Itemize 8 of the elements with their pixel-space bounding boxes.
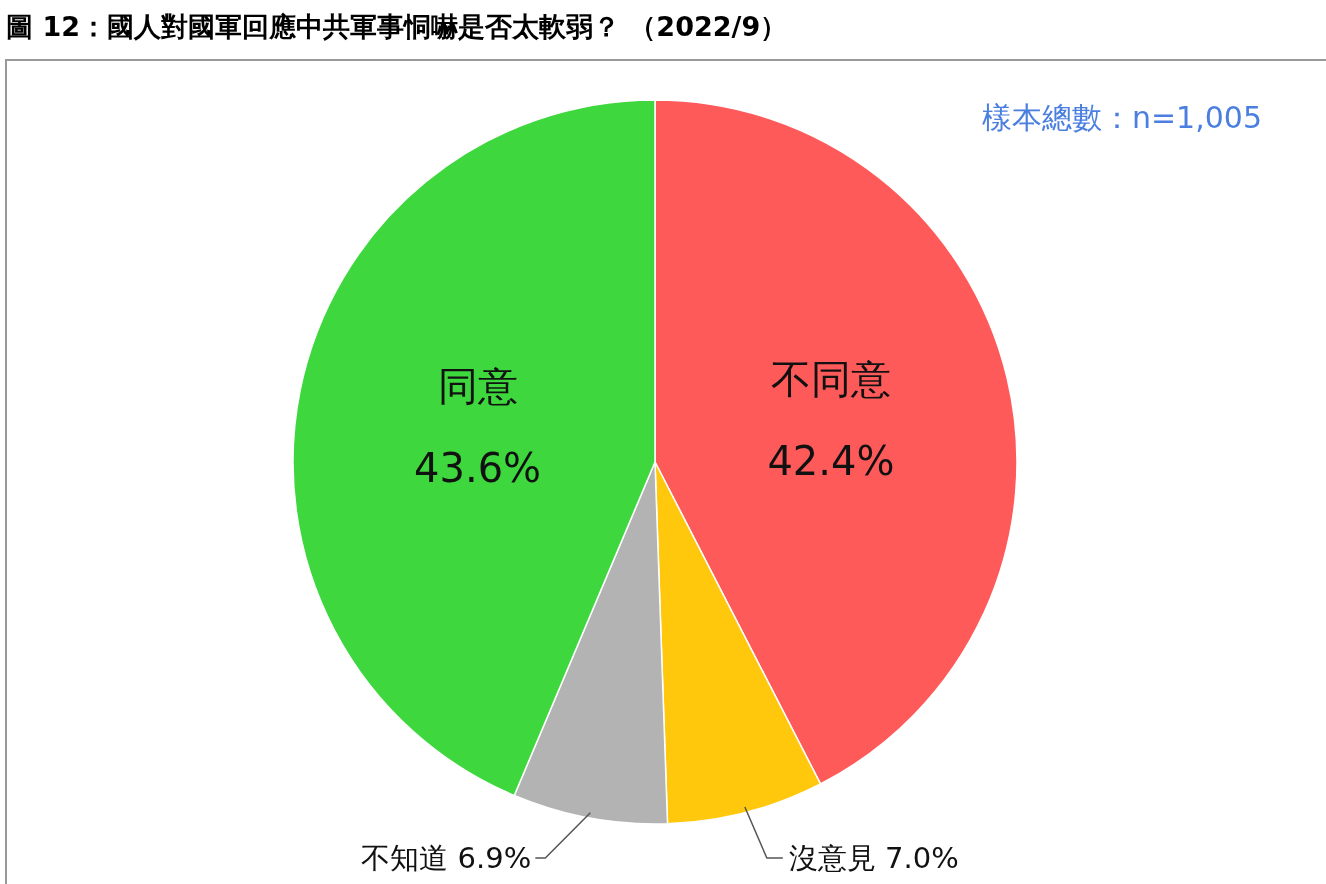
data-label: 42.4% — [767, 438, 895, 485]
slice-label: 不知道 6.9% — [361, 841, 532, 875]
text: 樣本總數：n=1,005 — [981, 100, 1262, 135]
data-label: 43.6% — [414, 445, 542, 492]
slice-label: 同意 — [437, 363, 518, 410]
slice-label: 不同意 — [770, 356, 891, 403]
slice-label: 沒意見 7.0% — [788, 841, 959, 875]
chart-title: 圖 12：國人對國軍回應中共軍事恫嚇是否太軟弱？ （2022/9） — [6, 11, 788, 42]
